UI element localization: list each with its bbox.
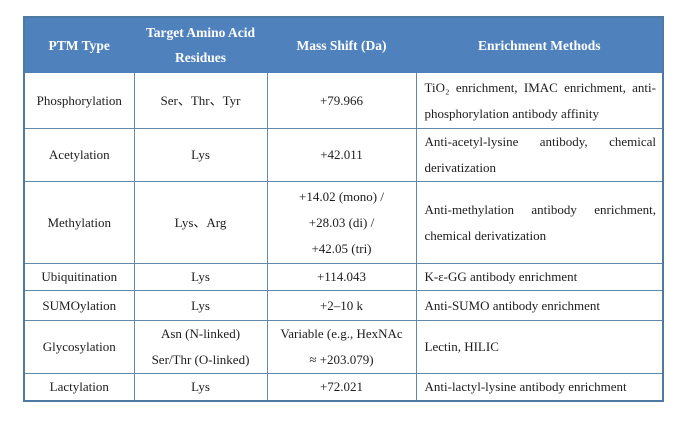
cell-enrichment-methods: Anti-lactyl-lysine antibody enrichment: [415, 373, 664, 402]
cell-residues: Lys: [133, 263, 268, 291]
cell-mass-shift: +42.011: [266, 128, 417, 182]
header-row: PTM Type Target Amino Acid Residues Mass…: [23, 16, 664, 73]
cell-ptm-type: Methylation: [23, 181, 135, 264]
cell-residues: Lys: [133, 290, 268, 321]
table-row: Ubiquitination Lys +114.043 K-ε-GG antib…: [23, 263, 664, 291]
col-header-target-residues: Target Amino Acid Residues: [133, 16, 268, 73]
cell-enrichment-methods: TiO₂ enrichment, IMAC enrichment, anti-p…: [415, 72, 664, 129]
col-header-ptm-type: PTM Type: [23, 16, 135, 73]
cell-enrichment-methods: K-ε-GG antibody enrichment: [415, 263, 664, 291]
cell-ptm-type: Phosphorylation: [23, 72, 135, 129]
table-row: Glycosylation Asn (N-linked) Ser/Thr (O-…: [23, 320, 664, 374]
table-row: Acetylation Lys +42.011 Anti-acetyl-lysi…: [23, 128, 664, 182]
cell-residues: Lys: [133, 128, 268, 182]
cell-ptm-type: Acetylation: [23, 128, 135, 182]
table-row: Phosphorylation Ser、Thr、Tyr +79.966 TiO₂…: [23, 72, 664, 129]
cell-residues: Asn (N-linked) Ser/Thr (O-linked): [133, 320, 268, 374]
cell-mass-shift: +14.02 (mono) / +28.03 (di) / +42.05 (tr…: [266, 181, 417, 264]
cell-ptm-type: Lactylation: [23, 373, 135, 402]
table-row: Lactylation Lys +72.021 Anti-lactyl-lysi…: [23, 373, 664, 402]
table-row: Methylation Lys、Arg +14.02 (mono) / +28.…: [23, 181, 664, 264]
cell-enrichment-methods: Anti-methylation antibody enrichment, ch…: [415, 181, 664, 264]
cell-enrichment-methods: Anti-acetyl-lysine antibody, chemical de…: [415, 128, 664, 182]
cell-ptm-type: Glycosylation: [23, 320, 135, 374]
cell-mass-shift: Variable (e.g., HexNAc ≈ +203.079): [266, 320, 417, 374]
page: PTM Type Target Amino Acid Residues Mass…: [23, 16, 664, 402]
cell-mass-shift: +114.043: [266, 263, 417, 291]
cell-mass-shift: +72.021: [266, 373, 417, 402]
cell-enrichment-methods: Anti-SUMO antibody enrichment: [415, 290, 664, 321]
cell-residues: Lys、Arg: [133, 181, 268, 264]
cell-ptm-type: Ubiquitination: [23, 263, 135, 291]
cell-mass-shift: +79.966: [266, 72, 417, 129]
col-header-enrichment-methods: Enrichment Methods: [415, 16, 664, 73]
col-header-mass-shift: Mass Shift (Da): [266, 16, 417, 73]
cell-enrichment-methods: Lectin, HILIC: [415, 320, 664, 374]
cell-residues: Ser、Thr、Tyr: [133, 72, 268, 129]
cell-residues: Lys: [133, 373, 268, 402]
cell-ptm-type: SUMOylation: [23, 290, 135, 321]
table-row: SUMOylation Lys +2–10 k Anti-SUMO antibo…: [23, 290, 664, 321]
cell-mass-shift: +2–10 k: [266, 290, 417, 321]
ptm-table: PTM Type Target Amino Acid Residues Mass…: [23, 16, 664, 402]
